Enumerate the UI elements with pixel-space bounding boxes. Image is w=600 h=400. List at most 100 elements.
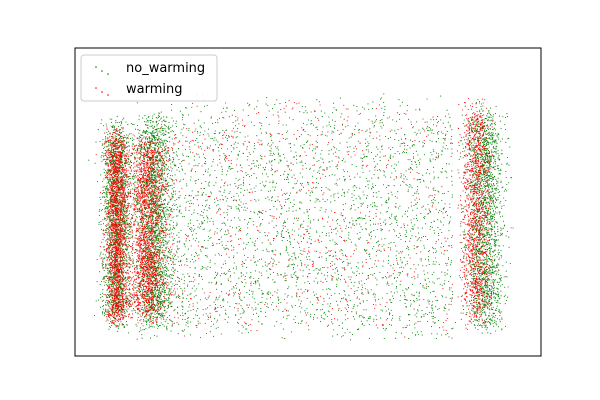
point-no-warming [155, 139, 157, 141]
point-no-warming [150, 271, 152, 273]
point-no-warming [433, 229, 435, 232]
point-no-warming [143, 136, 145, 138]
point-no-warming [179, 240, 181, 242]
point-no-warming [124, 159, 126, 161]
point-no-warming [161, 306, 163, 308]
point-no-warming [134, 185, 136, 187]
point-no-warming [115, 283, 118, 286]
point-no-warming [357, 262, 359, 264]
point-no-warming [108, 182, 110, 184]
point-no-warming [154, 131, 156, 134]
point-no-warming [433, 132, 435, 135]
point-no-warming [371, 120, 373, 122]
point-no-warming [437, 133, 439, 135]
point-no-warming [132, 123, 134, 126]
point-no-warming [105, 146, 107, 148]
point-no-warming [121, 257, 123, 260]
point-no-warming [307, 215, 309, 217]
point-no-warming [148, 202, 150, 204]
point-no-warming [158, 137, 160, 139]
point-no-warming [108, 303, 110, 305]
point-no-warming [221, 272, 223, 275]
point-no-warming [122, 151, 124, 154]
point-no-warming [168, 293, 170, 296]
point-no-warming [104, 177, 106, 179]
point-no-warming [123, 117, 125, 119]
point-no-warming [344, 180, 346, 182]
point-no-warming [379, 139, 381, 141]
point-no-warming [170, 227, 172, 229]
point-no-warming [105, 279, 107, 282]
point-no-warming [252, 151, 255, 153]
point-no-warming [157, 235, 160, 237]
point-no-warming [149, 164, 151, 166]
point-no-warming [121, 164, 124, 166]
point-no-warming [439, 209, 441, 212]
point-no-warming [119, 313, 121, 315]
point-no-warming [316, 200, 318, 202]
point-no-warming [176, 169, 178, 171]
point-no-warming [254, 249, 256, 251]
point-no-warming [114, 309, 116, 311]
point-no-warming [269, 209, 271, 211]
point-no-warming [227, 270, 229, 272]
point-no-warming [365, 138, 367, 140]
point-no-warming [155, 239, 158, 241]
point-no-warming [381, 107, 383, 109]
point-no-warming [119, 297, 121, 299]
point-no-warming [272, 279, 274, 281]
point-no-warming [148, 157, 150, 159]
point-no-warming [253, 145, 256, 147]
point-no-warming [451, 175, 453, 177]
point-no-warming [203, 105, 206, 107]
point-no-warming [288, 254, 290, 256]
point-no-warming [133, 276, 135, 278]
point-no-warming [109, 321, 112, 323]
point-no-warming [293, 264, 296, 266]
point-no-warming [151, 218, 153, 220]
point-no-warming [123, 186, 126, 188]
point-no-warming [163, 132, 165, 134]
point-no-warming [233, 293, 236, 295]
point-no-warming [126, 265, 128, 268]
point-no-warming [156, 250, 159, 252]
point-no-warming [281, 230, 284, 232]
point-no-warming [101, 266, 103, 268]
point-no-warming [411, 293, 413, 295]
point-no-warming [207, 318, 209, 320]
point-no-warming [164, 200, 166, 202]
point-no-warming [273, 325, 275, 327]
point-no-warming [166, 255, 168, 257]
point-no-warming [167, 186, 169, 188]
point-no-warming [109, 245, 111, 247]
point-no-warming [162, 119, 164, 122]
point-no-warming [171, 228, 174, 230]
point-no-warming [329, 250, 331, 252]
point-no-warming [221, 171, 223, 173]
point-no-warming [310, 316, 312, 318]
point-no-warming [163, 203, 166, 205]
point-no-warming [156, 245, 158, 248]
point-no-warming [207, 266, 209, 268]
point-no-warming [127, 332, 130, 334]
point-no-warming [108, 200, 110, 202]
point-no-warming [115, 131, 117, 133]
point-no-warming [166, 274, 168, 276]
point-no-warming [316, 160, 318, 162]
point-no-warming [159, 266, 161, 268]
point-no-warming [157, 176, 159, 178]
point-no-warming [413, 247, 415, 250]
point-no-warming [118, 185, 120, 187]
point-no-warming [156, 190, 158, 192]
point-no-warming [208, 282, 210, 284]
point-no-warming [161, 244, 163, 246]
point-no-warming [221, 267, 223, 269]
point-no-warming [111, 241, 113, 244]
point-no-warming [109, 180, 111, 182]
point-no-warming [107, 264, 110, 266]
point-no-warming [447, 191, 449, 193]
point-no-warming [242, 312, 244, 314]
point-no-warming [240, 299, 242, 301]
point-no-warming [361, 167, 363, 169]
point-no-warming [101, 313, 104, 315]
